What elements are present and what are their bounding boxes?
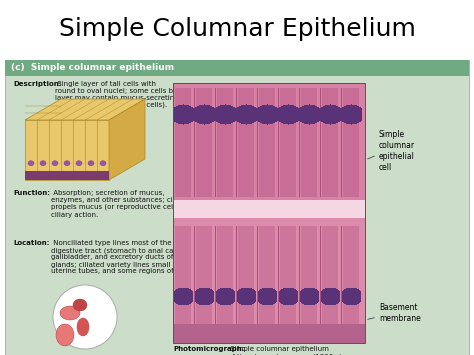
Bar	[173, 83, 365, 343]
Text: Description:: Description:	[13, 81, 62, 87]
Bar	[25, 171, 109, 180]
Text: Single layer of tall cells with
round to oval nuclei; some cells bear cilia;
lay: Single layer of tall cells with round to…	[55, 81, 203, 109]
Ellipse shape	[64, 161, 70, 166]
Bar	[5, 60, 469, 76]
Text: Basement
membrane: Basement membrane	[379, 303, 421, 323]
Ellipse shape	[28, 161, 34, 166]
Ellipse shape	[73, 299, 87, 311]
Text: Simple columnar epithelium
of the stomach mucosa (1300×).: Simple columnar epithelium of the stomac…	[228, 346, 344, 355]
Polygon shape	[25, 99, 145, 120]
Text: Simple Columnar Epithelium: Simple Columnar Epithelium	[59, 17, 415, 41]
Ellipse shape	[76, 161, 82, 166]
Text: Nonciliated type lines most of the
digestive tract (stomach to anal canal),
gall: Nonciliated type lines most of the diges…	[51, 240, 214, 274]
Ellipse shape	[88, 161, 94, 166]
Circle shape	[53, 285, 117, 349]
Text: (c)  Simple columnar epithelium: (c) Simple columnar epithelium	[11, 64, 174, 72]
Text: Photomicrograph:: Photomicrograph:	[173, 346, 245, 352]
Text: Absorption; secretion of mucus,
enzymes, and other substances; ciliated type
pro: Absorption; secretion of mucus, enzymes,…	[51, 190, 210, 218]
Ellipse shape	[40, 161, 46, 166]
Text: Function:: Function:	[13, 190, 50, 196]
Ellipse shape	[77, 318, 89, 336]
Ellipse shape	[52, 161, 58, 166]
Polygon shape	[109, 99, 145, 180]
Ellipse shape	[100, 161, 106, 166]
Bar	[25, 120, 109, 180]
Ellipse shape	[56, 324, 74, 346]
Text: Simple
columnar
epithelial
cell: Simple columnar epithelial cell	[379, 130, 415, 172]
Ellipse shape	[60, 306, 80, 320]
Bar	[5, 60, 469, 355]
Text: Location:: Location:	[13, 240, 49, 246]
